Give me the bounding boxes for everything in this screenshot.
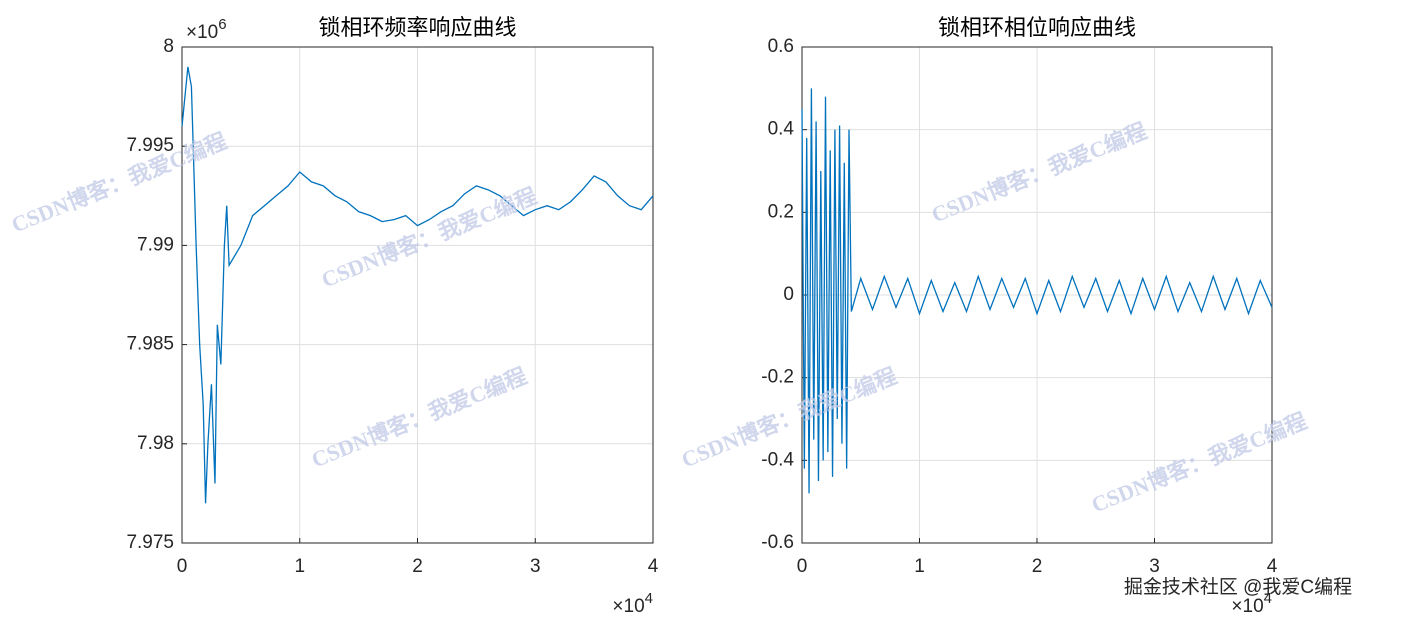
x-tick-label: 4 — [648, 556, 659, 577]
x-tick-label: 3 — [1149, 556, 1160, 577]
data-line — [801, 88, 1273, 494]
y-tick-label: 8 — [163, 36, 174, 57]
multiplier-base: ×10 — [186, 22, 218, 43]
axis-multiplier: ×104 — [1231, 590, 1272, 617]
footer-watermark: 掘金技术社区 @我爱C编程 — [1124, 576, 1352, 598]
y-tick-label: 0.4 — [768, 119, 795, 140]
y-tick-label: -0.6 — [761, 532, 794, 553]
y-tick-label: -0.4 — [761, 449, 794, 470]
x-tick-label: 1 — [294, 556, 305, 577]
multiplier-exponent: 6 — [218, 16, 226, 33]
axes-box — [181, 46, 654, 544]
x-tick-label: 3 — [530, 556, 541, 577]
y-tick-label: 7.985 — [126, 334, 174, 355]
chart-title: 锁相环相位响应曲线 — [938, 15, 1136, 40]
axes-box — [801, 46, 1273, 544]
axis-multiplier: ×104 — [612, 590, 653, 617]
y-tick-label: 7.98 — [137, 433, 174, 454]
x-tick-label: 2 — [1032, 556, 1043, 577]
y-tick-label: 7.975 — [126, 532, 174, 553]
multiplier-exponent: 4 — [1264, 590, 1272, 607]
multiplier-base: ×10 — [1231, 596, 1263, 617]
y-tick-label: 7.995 — [126, 135, 174, 156]
y-tick-label: 0 — [783, 284, 794, 305]
multiplier-base: ×10 — [612, 596, 644, 617]
x-tick-label: 2 — [412, 556, 423, 577]
y-tick-label: 7.99 — [137, 234, 174, 255]
x-tick-label: 4 — [1267, 556, 1278, 577]
x-tick-label: 0 — [797, 556, 808, 577]
axis-multiplier: ×106 — [186, 16, 227, 43]
x-tick-label: 0 — [177, 556, 188, 577]
y-tick-label: 0.2 — [768, 201, 794, 222]
chart-title: 锁相环频率响应曲线 — [318, 15, 516, 40]
y-tick-label: -0.2 — [761, 367, 794, 388]
data-line — [181, 66, 654, 504]
x-tick-label: 1 — [914, 556, 925, 577]
multiplier-exponent: 4 — [645, 590, 653, 607]
y-tick-label: 0.6 — [768, 36, 794, 57]
